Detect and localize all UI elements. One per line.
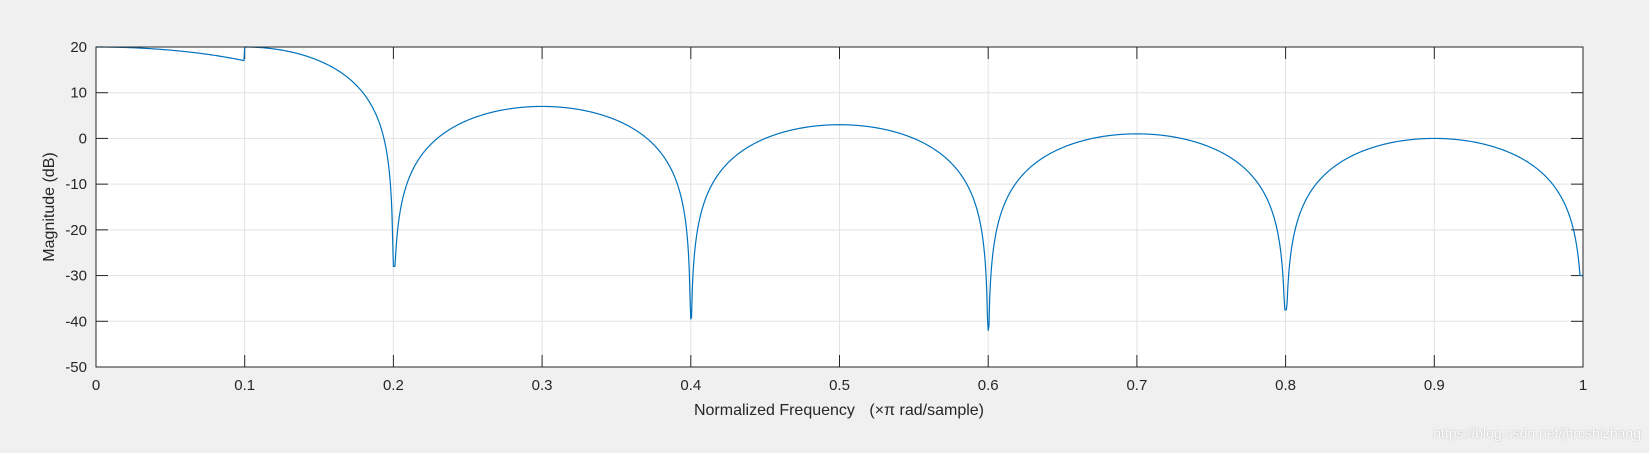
y-tick-label: -50 [65,359,87,376]
x-tick-label: 0.4 [680,377,701,394]
y-tick-label: -40 [65,313,87,330]
x-tick-label: 1 [1579,377,1587,394]
x-axis-label: Normalized Frequency (×π rad/sample) [694,402,984,419]
y-tick-labels: 20 10 0 -10 -20 -30 -40 -50 [65,39,87,376]
x-tick-label: 0.6 [978,377,999,394]
y-tick-label: 0 [79,130,87,147]
x-axis-label-unit: (×π rad/sample) [869,402,984,419]
x-tick-labels: 0 0.1 0.2 0.3 0.4 0.5 0.6 0.7 0.8 0.9 1 [92,377,1587,394]
plot-frame [95,46,1584,368]
x-tick-label: 0.3 [532,377,553,394]
watermark-text: https://blog.csdn.net/jhrcshizhang [1433,425,1641,441]
magnitude-series-line [96,46,1583,332]
x-axis-label-prefix: Normalized Frequency [694,402,855,419]
y-tick-label: -20 [65,222,87,239]
x-tick-label: 0.2 [383,377,404,394]
y-tick-label: -30 [65,268,87,285]
x-tick-label: 0.9 [1424,377,1445,394]
y-axis-label: Magnitude (dB) [41,152,58,261]
y-tick-label: 20 [70,39,87,56]
y-tick-label: 10 [70,85,87,102]
x-tick-label: 0.8 [1275,377,1296,394]
y-tick-label: -10 [65,176,87,193]
x-tick-label: 0.1 [234,377,255,394]
x-tick-label: 0.5 [829,377,850,394]
x-tick-label: 0.7 [1126,377,1147,394]
x-tick-label: 0 [92,377,100,394]
